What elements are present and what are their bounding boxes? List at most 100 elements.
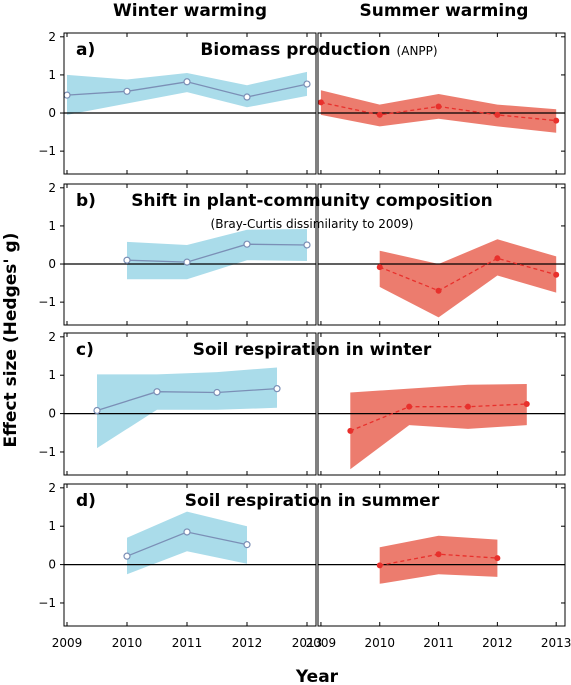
panel-frame — [63, 332, 317, 476]
summer-data-point — [406, 403, 413, 410]
panel-2-summer-subplot — [317, 183, 566, 326]
panel-3-winter-subplot — [63, 332, 317, 476]
panel-2: −1 0 1 2 b) Shift in plant-community composit… — [38, 181, 566, 326]
summer-data-point — [435, 551, 442, 558]
winter-series-line — [126, 243, 308, 263]
x-tick-label: 2012 — [482, 636, 513, 650]
winter-data-point — [273, 385, 281, 393]
panel-4-winter-subplot — [63, 483, 317, 627]
y-tick-label: 0 — [48, 558, 56, 572]
y-tick-label: 2 — [48, 181, 56, 195]
panel-subtitle: (ANPP) — [397, 44, 438, 58]
panel-frame — [63, 483, 317, 627]
summer-data-point — [435, 287, 442, 294]
panel-title: Soil respiration in winter — [193, 340, 432, 360]
panel-frame — [317, 483, 566, 627]
column-header-winter: Winter warming — [113, 1, 267, 21]
summer-data-point — [523, 401, 530, 407]
y-tick-label: −1 — [38, 596, 56, 610]
winter-data-point — [243, 240, 251, 248]
panel-4-summer-subplot — [317, 483, 566, 627]
winter-data-point — [63, 91, 71, 99]
panel-3: −1 0 1 2 c) Soil respiration in winter — [38, 330, 566, 476]
winter-confidence-band — [97, 367, 277, 449]
x-tick-label: 2013 — [292, 636, 323, 650]
winter-data-point — [123, 552, 131, 560]
summer-data-point — [494, 111, 501, 118]
summer-data-point — [494, 255, 501, 262]
summer-series-line — [379, 257, 557, 292]
panel-letter: d) — [76, 491, 96, 511]
winter-confidence-band — [127, 511, 247, 575]
panel-frame — [317, 332, 566, 476]
y-tick-label: 0 — [48, 407, 56, 421]
winter-data-point — [123, 256, 131, 264]
winter-confidence-band — [67, 71, 307, 115]
x-tick-label: 2012 — [232, 636, 263, 650]
panel-frame — [63, 32, 317, 175]
panel-subtitle: (Bray-Curtis dissimilarity to 2009) — [211, 217, 414, 231]
x-axis-title: Year — [295, 667, 339, 685]
winter-data-point — [243, 541, 251, 549]
winter-data-point — [303, 241, 311, 249]
x-tick-label: 2009 — [52, 636, 83, 650]
panel-frame — [63, 183, 317, 326]
summer-data-point — [494, 555, 501, 562]
panel-letter: b) — [76, 191, 96, 211]
y-tick-label: 1 — [48, 368, 56, 382]
x-tick-label: 2009 — [306, 636, 337, 650]
y-tick-label: 1 — [48, 519, 56, 533]
y-tick-label: 2 — [48, 330, 56, 344]
summer-data-point — [376, 264, 383, 271]
winter-data-point — [183, 258, 191, 266]
x-tick-label: 2010 — [112, 636, 143, 650]
x-tick-label: 2011 — [172, 636, 203, 650]
y-tick-label: 2 — [48, 481, 56, 495]
y-tick-label: 1 — [48, 68, 56, 82]
winter-data-point — [183, 528, 191, 536]
x-tick-label: 2013 — [541, 636, 571, 650]
summer-data-point — [553, 117, 560, 124]
summer-data-point — [376, 562, 383, 569]
panel-1-winter-subplot — [63, 32, 317, 175]
winter-data-point — [243, 93, 251, 101]
x-tick-label: 2010 — [364, 636, 395, 650]
panel-1-summer-subplot — [317, 32, 566, 175]
winter-confidence-band — [127, 229, 307, 280]
column-header-summer: Summer warming — [360, 1, 529, 21]
winter-data-point — [153, 388, 161, 396]
panel-title: Soil respiration in summer — [185, 491, 440, 511]
winter-series-line — [96, 387, 278, 412]
panel-title: Shift in plant-community composition — [131, 191, 493, 211]
panel-letter: c) — [76, 340, 94, 360]
winter-data-point — [183, 78, 191, 86]
summer-data-point — [553, 271, 560, 278]
summer-data-point — [376, 111, 383, 118]
winter-data-point — [93, 406, 101, 415]
summer-data-point — [435, 103, 442, 110]
panels: −1 0 1 2 a) Biomass production (ANPP) −1 0 1 2 b) Sh… — [38, 30, 571, 650]
winter-data-point — [303, 80, 311, 88]
y-tick-label: −1 — [38, 445, 56, 459]
winter-data-point — [123, 87, 131, 95]
panel-2-winter-subplot — [63, 183, 317, 326]
summer-data-point — [347, 427, 354, 434]
summer-confidence-band — [379, 535, 498, 584]
y-tick-label: 0 — [48, 106, 56, 120]
summer-series-line — [350, 403, 527, 432]
panel-1: −1 0 1 2 a) Biomass production (ANPP) — [38, 30, 566, 175]
y-tick-label: −1 — [38, 295, 56, 309]
panel-letter: a) — [76, 40, 95, 60]
y-tick-label: −1 — [38, 144, 56, 158]
y-tick-label: 1 — [48, 219, 56, 233]
summer-data-point — [317, 99, 324, 106]
y-tick-label: 2 — [48, 30, 56, 44]
panel-frame — [317, 183, 566, 326]
y-axis-title: Effect size (Hedges' g) — [1, 233, 21, 448]
summer-data-point — [464, 403, 471, 410]
panel-3-summer-subplot — [317, 332, 566, 476]
y-tick-label: 0 — [48, 257, 56, 271]
summer-confidence-band — [379, 239, 557, 318]
